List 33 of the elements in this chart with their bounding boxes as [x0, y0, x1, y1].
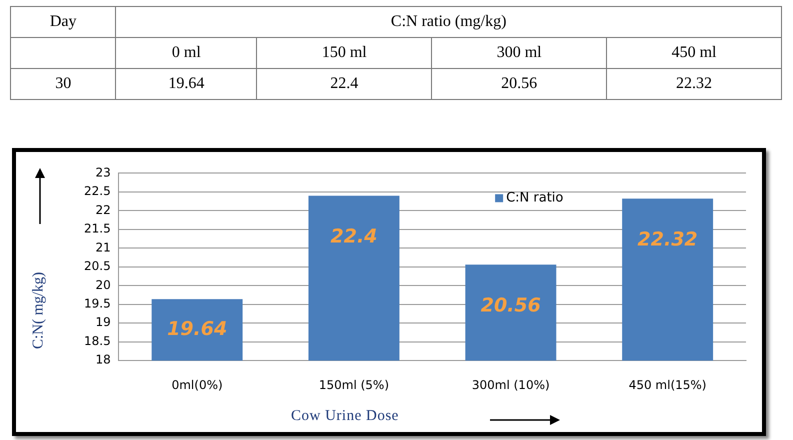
y-tick-label: 18: [95, 352, 111, 367]
text: 300 ml: [432, 38, 607, 68]
y-tick-label: 23: [95, 165, 111, 180]
y-tick-label: 19.5: [84, 296, 111, 311]
x-tick-label: 0ml(0%): [172, 378, 223, 392]
text: 450 ml: [606, 38, 782, 68]
text: 0 ml: [116, 38, 257, 68]
y-tick-label: 19: [95, 315, 111, 330]
data-label: 22.4: [330, 226, 378, 248]
data-label: 19.64: [167, 318, 228, 340]
x-axis-title: Cow Urine Dose: [291, 408, 399, 425]
data-label: 20.56: [480, 294, 541, 317]
text: 22.4: [256, 68, 432, 100]
x-tick-label: 150ml (5%): [318, 378, 390, 392]
y-tick-label: 22: [95, 202, 111, 217]
y-tick-label: 18.5: [84, 334, 111, 348]
legend-label: C:N ratio: [506, 190, 564, 206]
y-tick-label: 20: [95, 278, 111, 292]
y-tick-label: 21.5: [84, 222, 111, 236]
y-tick-label: 20.5: [84, 259, 111, 274]
text: 20.56: [432, 68, 607, 100]
x-tick-label: 450 ml(15%): [628, 378, 706, 392]
text: 19.64: [116, 68, 257, 100]
text: Day: [10, 6, 116, 38]
data-label: 22.32: [638, 228, 698, 251]
text: 150 ml: [256, 38, 432, 68]
x-tick-label: 300ml (10%): [472, 378, 550, 392]
y-tick-label: 21: [95, 240, 111, 254]
y-tick-label: 22.5: [84, 184, 111, 198]
y-axis-title: C:N( mg/kg): [30, 270, 48, 352]
text: C:N ratio (mg/kg): [116, 6, 782, 38]
text: 30: [10, 68, 116, 100]
text: 22.32: [606, 68, 782, 100]
